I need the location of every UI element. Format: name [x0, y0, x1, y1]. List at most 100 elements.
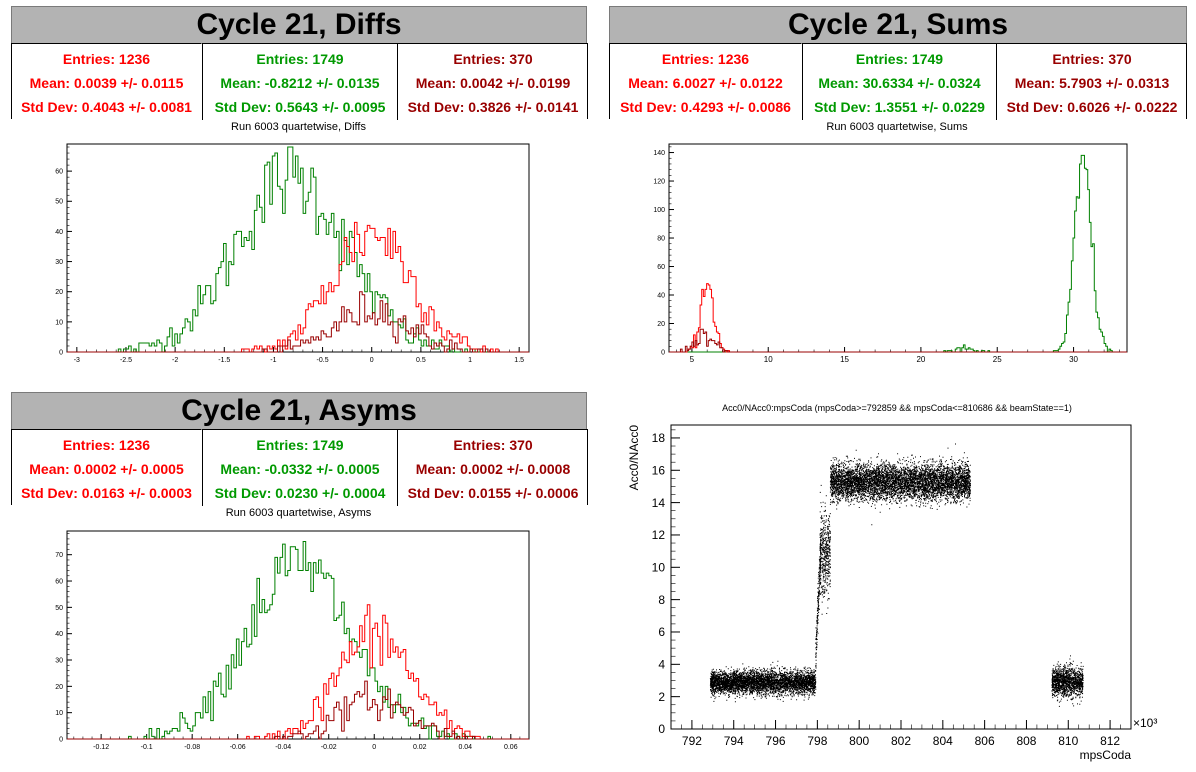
- diffs-plot-title: Run 6003 quartetwise, Diffs: [231, 121, 366, 133]
- y-tick-label: 14: [652, 496, 666, 510]
- x-tick-label: 0: [372, 744, 376, 751]
- y-tick-label: 30: [55, 259, 63, 266]
- y-tick-label: 40: [55, 631, 63, 638]
- x-tick-label: 20: [916, 355, 925, 364]
- scatter-cluster-3: [829, 443, 971, 526]
- stat-std: Std Dev: 1.3551 +/- 0.0229: [814, 99, 985, 115]
- x-tick-label: 794: [724, 734, 744, 748]
- stat-entries: Entries: 1236: [661, 51, 750, 67]
- y-tick-label: 60: [657, 264, 665, 271]
- x-tick-label: 802: [891, 734, 911, 748]
- x-tick-label: 804: [933, 734, 953, 748]
- y-tick-label: 120: [653, 178, 665, 185]
- stat-std: Std Dev: 0.3826 +/- 0.0141: [407, 99, 579, 115]
- stat-std: Std Dev: 0.0230 +/- 0.0004: [214, 485, 386, 501]
- scatter-cluster-1: [815, 517, 822, 669]
- stat-entries: Entries: 1236: [62, 51, 151, 67]
- y-tick-label: 50: [55, 199, 63, 206]
- stats-col-red: Entries: 1236 Mean: 6.0027 +/- 0.0122 St…: [610, 43, 801, 120]
- y-tick-label: 4: [658, 658, 665, 672]
- stat-std: Std Dev: 0.5643 +/- 0.0095: [214, 99, 386, 115]
- y-tick-label: 16: [652, 463, 666, 477]
- stat-std: Std Dev: 0.0155 +/- 0.0006: [407, 485, 579, 501]
- scatter-points-path: [829, 443, 971, 526]
- stats-col-darkred: Entries: 370 Mean: 0.0042 +/- 0.0199 Std…: [397, 43, 588, 120]
- axes: 792 794 796 798 800 802 804 806 808 810 8120246810…: [652, 424, 1132, 748]
- y-tick-label: 50: [55, 605, 63, 612]
- y-tick-label: 0: [59, 349, 63, 356]
- stat-mean: Mean: 30.6334 +/- 0.0324: [818, 75, 981, 91]
- y-axis-label: Acc0/NAcc0: [627, 425, 641, 491]
- x-tick-label: 808: [1016, 734, 1036, 748]
- stat-mean: Mean: 0.0042 +/- 0.0199: [415, 75, 571, 91]
- scatter-points-path: [819, 484, 831, 615]
- stat-std: Std Dev: 0.0163 +/- 0.0003: [21, 485, 192, 501]
- scatter-points: [709, 443, 1084, 707]
- scatter-points-path: [815, 517, 822, 669]
- stats-col-green: Entries: 1749 Mean: 30.6334 +/- 0.0324 S…: [802, 43, 996, 120]
- stats-col-green: Entries: 1749 Mean: -0.0332 +/- 0.0005 S…: [202, 429, 397, 506]
- asyms-stats: Entries: 1236 Mean: 0.0002 +/- 0.0005 St…: [11, 429, 588, 506]
- histogram-series-0: [67, 146, 529, 353]
- x-tick-label: 792: [682, 734, 702, 748]
- diffs-title: Cycle 21, Diffs: [11, 6, 587, 44]
- x-tick-label: -2: [172, 357, 178, 364]
- y-tick-label: 6: [658, 625, 665, 639]
- y-tick-label: 30: [55, 657, 63, 664]
- y-tick-label: 40: [55, 229, 63, 236]
- y-tick-label: 10: [652, 560, 666, 574]
- stat-mean: Mean: 5.7903 +/- 0.0313: [1014, 75, 1170, 91]
- diffs-stats: Entries: 1236 Mean: 0.0039 +/- 0.0115 St…: [11, 43, 588, 120]
- x-tick-label: 0.04: [458, 744, 472, 751]
- y-tick-label: 100: [653, 207, 665, 214]
- stat-mean: Mean: -0.8212 +/- 0.0135: [220, 75, 380, 91]
- x-tick-label: 30: [1069, 355, 1078, 364]
- scatter-points-path: [1051, 655, 1084, 707]
- histogram-series-2: [669, 328, 1127, 353]
- x-tick-label: -0.08: [184, 744, 200, 751]
- x-tick-label: 5: [690, 355, 695, 364]
- y-tick-label: 8: [658, 593, 665, 607]
- x-tick-label: 0.02: [413, 744, 427, 751]
- y-tick-label: 10: [55, 710, 63, 717]
- stat-std: Std Dev: 0.4293 +/- 0.0086: [620, 99, 791, 115]
- y-tick-label: 0: [661, 349, 665, 356]
- stat-std: Std Dev: 0.6026 +/- 0.0222: [1006, 99, 1178, 115]
- y-tick-label: 0: [59, 736, 63, 743]
- x-tick-label: -2.5: [120, 357, 132, 364]
- y-tick-label: 10: [55, 319, 63, 326]
- histogram-series-2: [67, 291, 529, 353]
- asyms-plot-title: Run 6003 quartetwise, Asyms: [225, 507, 372, 519]
- stat-std: Std Dev: 0.4043 +/- 0.0081: [21, 99, 192, 115]
- x-tick-label: 806: [975, 734, 995, 748]
- x-tick-label: 812: [1100, 734, 1120, 748]
- y-tick-label: 20: [55, 289, 63, 296]
- y-tick-label: 2: [658, 690, 665, 704]
- sums-stats: Entries: 1236 Mean: 6.0027 +/- 0.0122 St…: [609, 43, 1187, 120]
- stat-mean: Mean: 0.0002 +/- 0.0008: [415, 461, 571, 477]
- y-tick-label: 18: [652, 431, 666, 445]
- stat-mean: Mean: -0.0332 +/- 0.0005: [220, 461, 380, 477]
- y-tick-label: 80: [657, 235, 665, 242]
- x-tick-label: 0.5: [416, 357, 426, 364]
- stat-entries: Entries: 370: [453, 437, 533, 453]
- x-tick-label: -1.5: [218, 357, 230, 364]
- x-tick-label: 15: [840, 355, 849, 364]
- y-tick-label: 40: [657, 292, 665, 299]
- x-tick-label: -0.06: [230, 744, 246, 751]
- stats-col-darkred: Entries: 370 Mean: 5.7903 +/- 0.0313 Std…: [996, 43, 1187, 120]
- scatter-title: Acc0/NAcc0:mpsCoda (mpsCoda>=792859 && m…: [722, 403, 1072, 413]
- y-tick-label: 70: [55, 552, 63, 559]
- x-tick-label: 798: [807, 734, 827, 748]
- y-tick-label: 60: [55, 169, 63, 176]
- y-tick-label: 60: [55, 578, 63, 585]
- x-tick-label: 0: [370, 357, 374, 364]
- scatter-cluster-2: [819, 484, 831, 615]
- stat-entries: Entries: 1749: [256, 437, 344, 453]
- x-tick-label: -0.5: [317, 357, 329, 364]
- scatter-cluster-0: [709, 660, 817, 703]
- y-tick-label: 140: [653, 150, 665, 157]
- axes: -3 -2.5 -2 -1.5 -1 -0.5 0 0.5 1 1.5 0 10 20 30 40 50 60: [55, 143, 530, 364]
